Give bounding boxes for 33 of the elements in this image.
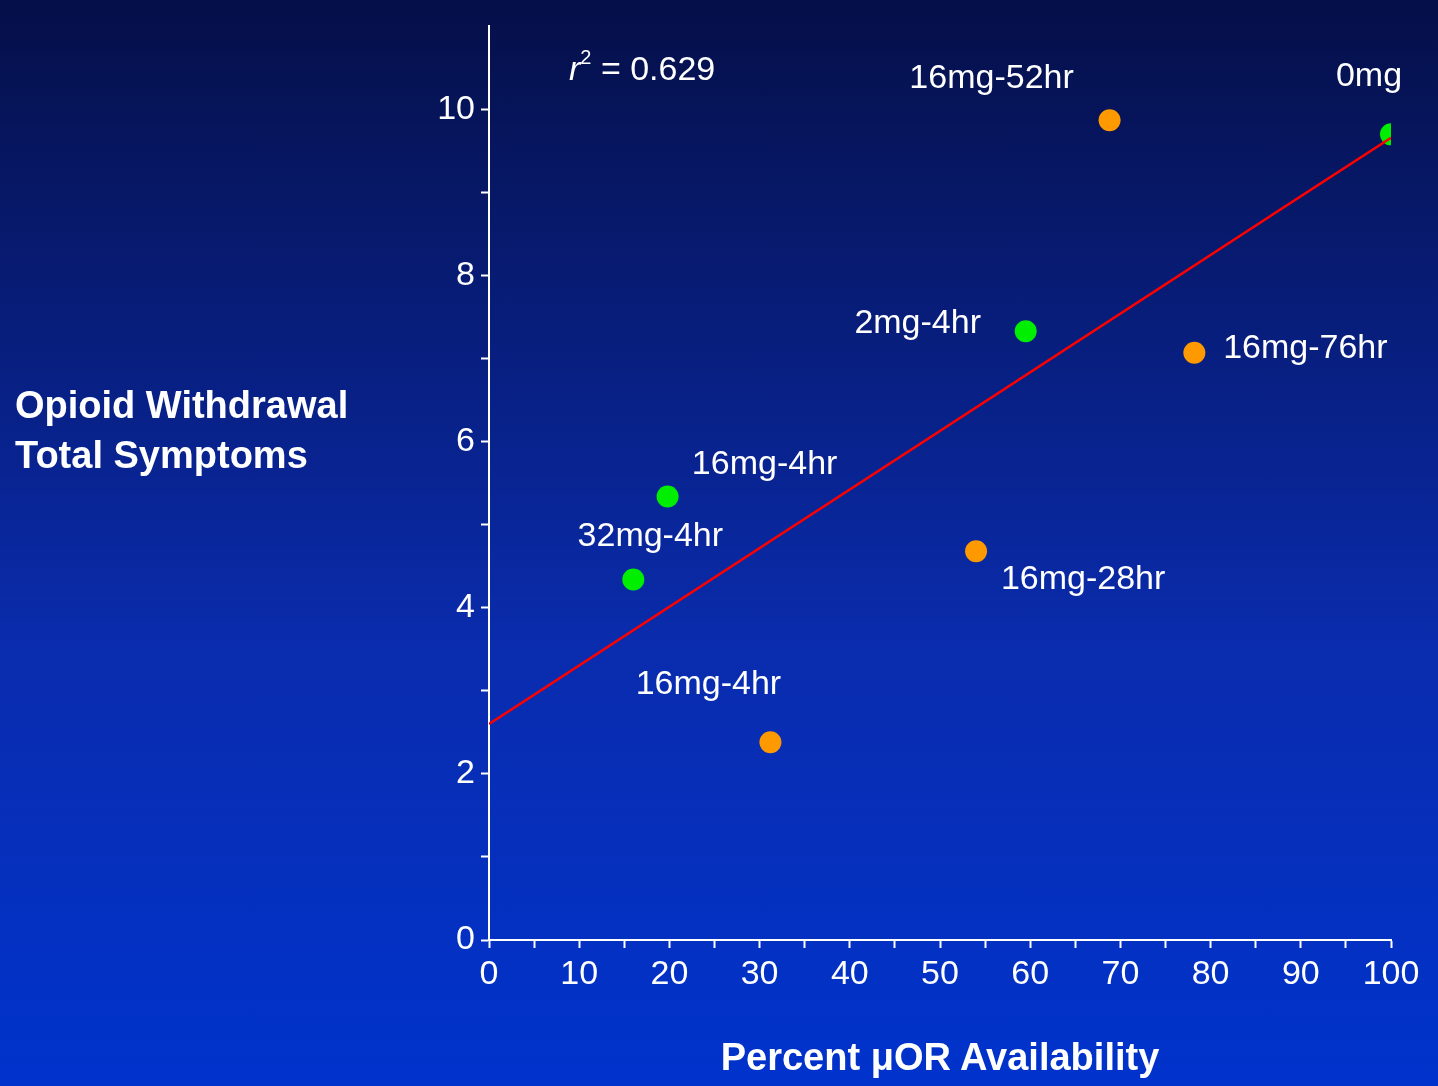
annotation: 16mg-4hr [691,442,838,481]
y-tick-label: 10 [437,87,475,126]
x-tick-label: 90 [1281,952,1320,991]
point [656,485,679,508]
annotation: 16mg-76hr [1223,327,1388,366]
annotation: 16mg-28hr [1000,557,1166,596]
y-tick-label: 8 [456,253,475,292]
point [965,540,988,563]
x-tick-label: 10 [560,952,599,991]
point [759,731,782,754]
point [1183,341,1206,364]
x-tick-label: 60 [1011,952,1050,991]
y-tick-label: 6 [456,420,475,459]
x-tick-label: 80 [1191,952,1230,991]
point [622,568,645,591]
x-tick-label: 20 [650,952,689,991]
y-axis-title: Opioid Withdrawal Total Symptoms [15,384,349,477]
annotation: 32mg-4hr [577,514,724,553]
x-tick-label: 30 [740,952,779,991]
y-tick-label: 2 [456,752,475,791]
x-axis-title: Percent μOR Availability [720,1035,1160,1078]
x-tick-label: 40 [830,952,869,991]
y-tick-label: 0 [456,918,475,957]
annotation: 16mg-4hr [635,662,782,701]
annotation: 0mg [1335,54,1403,93]
annotation: 16mg-52hr [909,56,1074,95]
x-tick-label: 70 [1101,952,1140,991]
annotation: 2mg-4hr [854,301,981,340]
point [1014,320,1037,343]
x-tick-label: 50 [921,952,959,991]
y-tick-label: 4 [456,586,475,625]
x-tick-label: 100 [1362,952,1420,991]
point [1098,109,1121,132]
